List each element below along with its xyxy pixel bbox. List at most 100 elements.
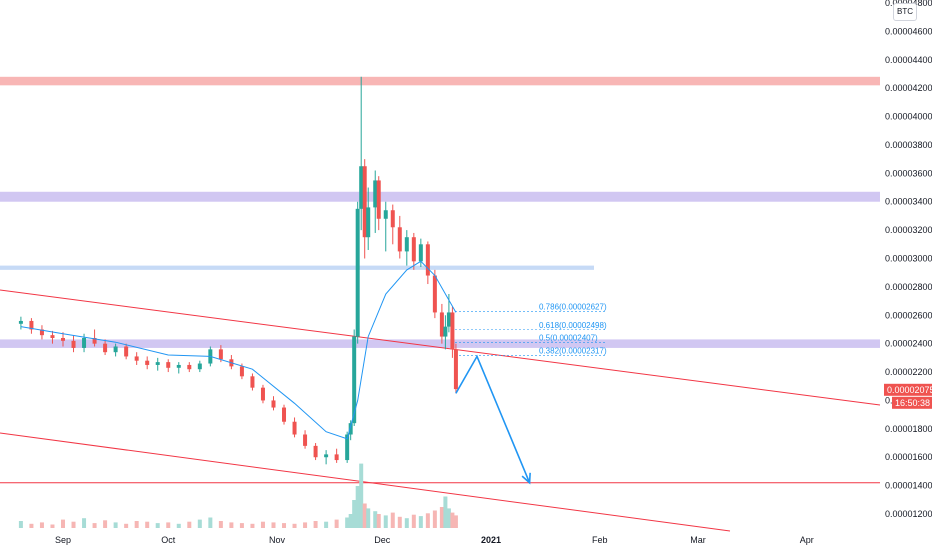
volume-bars xyxy=(18,463,458,528)
volume-bar xyxy=(432,510,437,528)
trend-channel xyxy=(0,289,881,532)
y-tick-label: 0.00003800 xyxy=(885,140,932,150)
candle-body xyxy=(271,400,276,408)
y-tick-label: 0.00002200 xyxy=(885,367,932,377)
volume-bar xyxy=(376,514,381,528)
upper-trendline xyxy=(0,289,881,406)
candle-body xyxy=(197,363,202,370)
candle-body xyxy=(425,244,430,276)
y-tick-label: 0.00002800 xyxy=(885,282,932,292)
candle-body xyxy=(443,326,448,337)
volume-bar xyxy=(71,521,76,528)
x-tick-label: Feb xyxy=(592,535,608,545)
candle-body xyxy=(292,421,297,435)
last-price-tag xyxy=(884,383,932,396)
candle-body xyxy=(313,445,318,458)
candle-body xyxy=(282,407,287,422)
y-tick-label: 0.00003600 xyxy=(885,168,932,178)
candle-body xyxy=(383,210,388,219)
y-tick-label: 0.00004600 xyxy=(885,26,932,36)
volume-bar xyxy=(313,521,318,528)
volume-bar xyxy=(390,512,395,528)
candle-body xyxy=(411,237,416,262)
volume-bar xyxy=(103,520,108,528)
fib-label-0: 0.786(0.00002627) xyxy=(539,302,607,311)
candle-body xyxy=(250,376,255,388)
volume-bar xyxy=(134,521,139,528)
x-tick-label: Dec xyxy=(374,535,391,545)
volume-bar xyxy=(443,496,448,528)
volume-bar xyxy=(355,486,360,528)
candle-body xyxy=(71,340,76,348)
candle-body xyxy=(352,336,357,424)
candle-body xyxy=(218,349,223,360)
volume-bar xyxy=(92,523,97,528)
candle-body xyxy=(92,337,97,344)
y-tick-label: 0.00003000 xyxy=(885,254,932,264)
y-tick-label: 0.00004400 xyxy=(885,55,932,65)
x-tick-label: Apr xyxy=(800,535,814,545)
candle-body xyxy=(113,346,118,353)
candle-body xyxy=(418,244,423,262)
candle-body xyxy=(166,362,171,368)
x-tick-label: Mar xyxy=(690,535,706,545)
x-tick-label: 2021 xyxy=(481,535,501,545)
candle-body xyxy=(359,166,364,209)
volume-bar xyxy=(418,516,423,528)
volume-bar xyxy=(359,463,364,528)
volume-bar xyxy=(208,517,213,528)
volume-bar xyxy=(197,519,202,528)
volume-bar xyxy=(397,516,402,528)
currency-badge[interactable]: BTC xyxy=(893,3,917,21)
candle-body xyxy=(145,360,150,365)
candle-body xyxy=(362,166,367,238)
volume-bar xyxy=(362,503,367,528)
volume-bar xyxy=(292,523,297,528)
fib-retracement: 0.786(0.00002627) 0.618(0.00002498) 0.5(0.… xyxy=(455,302,607,356)
volume-bar xyxy=(18,521,23,528)
time-axis[interactable]: Sep Oct Nov Dec 2021 Feb Mar Apr xyxy=(55,535,814,545)
volume-bar xyxy=(155,523,160,528)
candles-layer xyxy=(18,76,458,465)
volume-bar xyxy=(145,521,150,528)
candle-body xyxy=(453,349,458,390)
fib-label-2: 0.5(0.00002407) xyxy=(539,334,598,343)
volume-bar xyxy=(50,524,55,528)
volume-bar xyxy=(439,507,444,528)
volume-bar xyxy=(446,508,451,528)
last-price-text: 0.00002075 xyxy=(887,385,932,395)
y-tick-label: 0.00002600 xyxy=(885,310,932,320)
volume-bar xyxy=(345,517,350,528)
candle-body xyxy=(134,356,139,361)
y-tick-label: 0.00002400 xyxy=(885,339,932,349)
ema-line xyxy=(20,260,457,440)
candle-body xyxy=(404,237,409,252)
candle-body xyxy=(345,434,350,461)
y-tick-label: 0.00001200 xyxy=(885,509,932,519)
projection-arrowhead xyxy=(521,472,531,485)
candle-body xyxy=(124,346,129,357)
x-tick-label: Sep xyxy=(55,535,71,545)
price-axis[interactable]: 0.00001200 0.00001400 0.00001600 0.00001800… xyxy=(885,0,932,519)
candle-body xyxy=(324,454,329,458)
volume-bar xyxy=(450,512,455,528)
zone-purple-low-zone xyxy=(0,339,880,348)
volume-bar xyxy=(260,521,265,528)
y-tick-label: 0.00001600 xyxy=(885,452,932,462)
projection-arrow xyxy=(455,354,531,485)
volume-bar xyxy=(166,522,171,528)
volume-bar xyxy=(187,521,192,528)
candle-body xyxy=(366,207,371,238)
volume-bar xyxy=(229,522,234,528)
volume-bar xyxy=(404,518,409,528)
volume-bar xyxy=(324,521,329,528)
volume-bar xyxy=(334,519,339,528)
resistance-red-zone xyxy=(0,76,880,86)
candle-body xyxy=(61,337,65,341)
y-tick-label: 0.00001400 xyxy=(885,481,932,491)
y-tick-label: 0.00004000 xyxy=(885,112,932,122)
volume-bar xyxy=(453,515,458,528)
volume-bar xyxy=(113,522,118,528)
volume-bar xyxy=(250,523,255,528)
